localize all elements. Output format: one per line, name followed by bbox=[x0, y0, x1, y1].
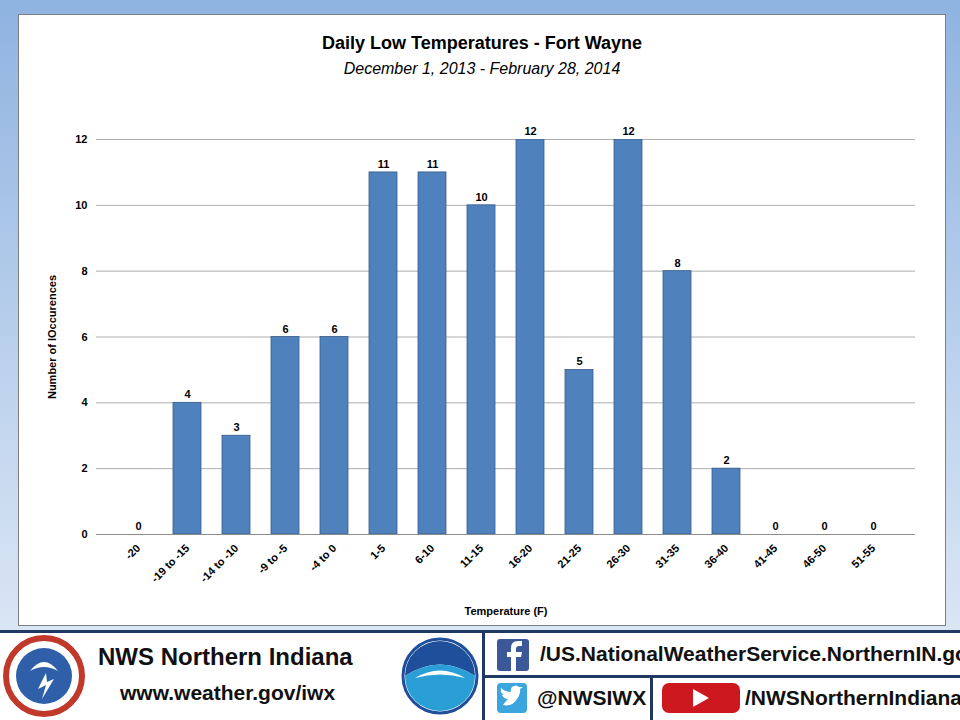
svg-text:Temperature (F): Temperature (F) bbox=[465, 605, 548, 617]
svg-text:12: 12 bbox=[75, 133, 87, 145]
svg-text:3: 3 bbox=[233, 421, 239, 433]
svg-text:1-5: 1-5 bbox=[368, 542, 388, 562]
svg-text:0: 0 bbox=[870, 520, 876, 532]
svg-text:0: 0 bbox=[135, 520, 141, 532]
svg-text:0: 0 bbox=[81, 528, 87, 540]
svg-text:2: 2 bbox=[81, 462, 87, 474]
html-text:www.weather.gov/iwx: www.weather.gov/iwx bbox=[120, 681, 336, 704]
svg-text:46-50: 46-50 bbox=[800, 542, 828, 570]
svg-text:51-55: 51-55 bbox=[849, 542, 877, 570]
svg-text:5: 5 bbox=[576, 355, 582, 367]
html-text:Daily Low Temperatures - Fort: Daily Low Temperatures - Fort Wayne bbox=[322, 33, 642, 53]
svg-text:11-15: 11-15 bbox=[457, 542, 485, 570]
svg-text:Number of lOccurences: Number of lOccurences bbox=[46, 275, 58, 399]
svg-text:8: 8 bbox=[674, 257, 680, 269]
svg-text:4: 4 bbox=[81, 396, 88, 408]
svg-text:26-30: 26-30 bbox=[604, 542, 632, 570]
svg-text:-19 to -15: -19 to -15 bbox=[149, 542, 192, 585]
svg-text:-14 to -10: -14 to -10 bbox=[198, 542, 241, 585]
svg-text:8: 8 bbox=[81, 265, 87, 277]
svg-text:41-45: 41-45 bbox=[751, 542, 779, 570]
svg-text:11: 11 bbox=[427, 158, 439, 170]
svg-text:6: 6 bbox=[282, 323, 288, 335]
svg-text:12: 12 bbox=[524, 125, 536, 137]
svg-text:6: 6 bbox=[331, 323, 337, 335]
svg-text:16-20: 16-20 bbox=[506, 542, 534, 570]
html-text:NWS Northern Indiana: NWS Northern Indiana bbox=[98, 643, 353, 670]
svg-text:0: 0 bbox=[772, 520, 778, 532]
svg-text:12: 12 bbox=[622, 125, 634, 137]
svg-text:2: 2 bbox=[723, 454, 729, 466]
html-text:@NWSIWX: @NWSIWX bbox=[537, 686, 647, 709]
svg-text:21-25: 21-25 bbox=[555, 542, 583, 570]
svg-text:-20: -20 bbox=[123, 542, 143, 562]
svg-text:4: 4 bbox=[184, 388, 191, 400]
svg-text:11: 11 bbox=[378, 158, 390, 170]
svg-text:31-35: 31-35 bbox=[653, 542, 681, 570]
html-text:December 1, 2013 - February 28: December 1, 2013 - February 28, 2014 bbox=[343, 60, 621, 77]
svg-text:36-40: 36-40 bbox=[702, 542, 730, 570]
svg-text:0: 0 bbox=[821, 520, 827, 532]
svg-text:-9 to -5: -9 to -5 bbox=[255, 542, 289, 576]
svg-text:6-10: 6-10 bbox=[412, 542, 436, 566]
svg-text:10: 10 bbox=[75, 199, 87, 211]
svg-text:6: 6 bbox=[81, 331, 87, 343]
svg-text:-4 to 0: -4 to 0 bbox=[307, 542, 338, 573]
svg-text:10: 10 bbox=[475, 191, 487, 203]
